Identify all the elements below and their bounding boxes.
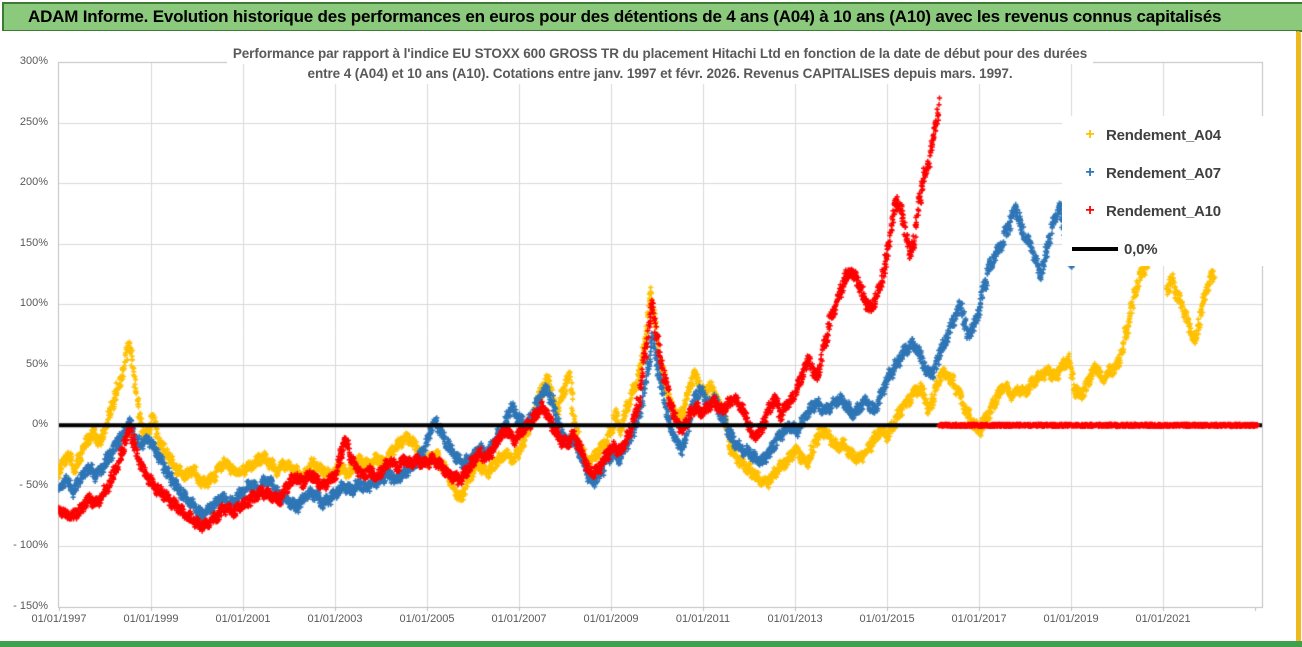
legend-label: Rendement_A07 [1106,164,1221,182]
y-axis-label: 300% [19,55,48,67]
y-axis-label: 100% [19,297,48,310]
accent-right-border [1295,31,1301,645]
x-axis-label: 01/01/1999 [123,613,179,625]
chart-legend: + Rendement_A04 + Rendement_A07 + Rendement_A… [1062,116,1270,266]
y-axis-label: 200% [19,176,48,189]
legend-plus-icon: + [1085,126,1095,143]
chart-title-line1: Performance par rapport à l'indice EU ST… [226,44,1094,64]
y-axis-label: 250% [19,115,48,128]
x-axis-label: 01/01/2013 [767,613,823,625]
chart-area[interactable]: Performance par rapport à l'indice EU ST… [0,31,1296,641]
legend-label: 0,0% [1124,240,1158,258]
legend-item: 0,0% [1062,230,1270,268]
legend-line-icon [1072,247,1118,251]
legend-plus-icon: + [1085,202,1095,219]
legend-label: Rendement_A10 [1106,202,1221,220]
chart-title-line2: entre 4 (A04) et 10 ans (A10). Cotations… [301,64,1019,84]
report-header: ADAM Informe. Evolution historique des p… [2,2,1302,32]
x-axis-label: 01/01/2003 [307,613,363,625]
y-axis-label: 0% [32,418,48,431]
x-axis-label: 01/01/2017 [951,613,1007,625]
y-axis-label: 150% [19,236,48,249]
window-bottom-edge [0,641,1302,647]
legend-item: + Rendement_A07 [1062,154,1270,192]
y-axis-label: - 150% [13,600,48,612]
y-axis-label: - 50% [19,478,48,491]
x-axis-label: 01/01/2011 [675,613,731,625]
y-axis-label: 50% [25,357,48,370]
chart-title: Performance par rapport à l'indice EU ST… [58,44,1262,84]
x-axis-label: 01/01/2015 [859,613,915,625]
x-axis-label: 01/01/2021 [1135,613,1191,625]
legend-label: Rendement_A04 [1106,126,1221,144]
x-axis-label: 01/01/2007 [491,613,547,625]
x-axis-label: 01/01/2019 [1043,613,1099,625]
x-axis-label: 01/01/2005 [399,613,455,625]
report-title: ADAM Informe. Evolution historique des p… [28,7,1222,26]
x-axis-label: 01/01/2009 [583,613,639,625]
legend-item: + Rendement_A10 [1062,192,1270,230]
y-axis-label: - 100% [13,539,48,552]
x-axis-label: 01/01/1997 [31,613,87,625]
legend-item: + Rendement_A04 [1062,116,1270,154]
x-axis-label: 01/01/2001 [215,613,271,625]
legend-plus-icon: + [1085,164,1095,181]
